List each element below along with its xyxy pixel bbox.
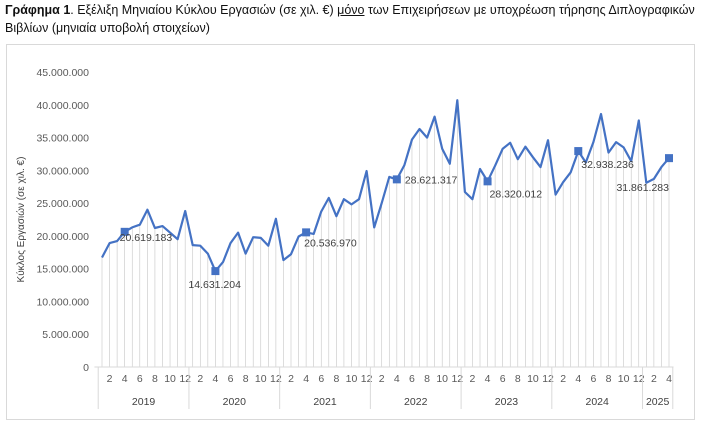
x-tick-label: 4 bbox=[122, 373, 128, 385]
data-marker bbox=[665, 154, 673, 163]
y-tick-label: 45.000.000 bbox=[36, 67, 89, 79]
x-tick-label: 4 bbox=[666, 373, 672, 385]
year-label: 2024 bbox=[586, 396, 610, 408]
year-label: 2020 bbox=[223, 396, 247, 408]
caption-text-2: των Επιχειρήσεων με υποχρέωση τήρησης Δι… bbox=[5, 3, 695, 35]
x-tick-label: 12 bbox=[633, 373, 645, 385]
y-tick-label: 30.000.000 bbox=[36, 165, 89, 177]
x-tick-label: 2 bbox=[197, 373, 203, 385]
chart-caption: Γράφημα 1. Εξέλιξη Μηνιαίου Κύκλου Εργασ… bbox=[5, 1, 695, 37]
data-marker bbox=[302, 228, 311, 237]
data-marker bbox=[392, 175, 401, 184]
x-tick-label: 6 bbox=[318, 373, 324, 385]
year-label: 2025 bbox=[646, 396, 670, 408]
x-tick-label: 2 bbox=[379, 373, 385, 385]
x-tick-label: 2 bbox=[560, 373, 566, 385]
data-marker bbox=[120, 227, 129, 236]
data-marker bbox=[483, 177, 492, 186]
x-tick-label: 4 bbox=[303, 373, 309, 385]
x-tick-label: 10 bbox=[436, 373, 448, 385]
year-label: 2023 bbox=[495, 396, 519, 408]
x-tick-label: 6 bbox=[409, 373, 415, 385]
y-tick-label: 35.000.000 bbox=[36, 133, 89, 145]
y-tick-label: 40.000.000 bbox=[36, 100, 89, 112]
y-tick-label: 10.000.000 bbox=[36, 296, 89, 308]
year-label: 2021 bbox=[313, 396, 337, 408]
x-tick-label: 2 bbox=[288, 373, 294, 385]
x-tick-label: 4 bbox=[575, 373, 581, 385]
x-tick-label: 6 bbox=[137, 373, 143, 385]
x-tick-label: 8 bbox=[152, 373, 158, 385]
x-tick-label: 8 bbox=[243, 373, 249, 385]
x-tick-label: 10 bbox=[346, 373, 358, 385]
x-tick-label: 12 bbox=[361, 373, 373, 385]
x-tick-label: 10 bbox=[255, 373, 267, 385]
x-tick-label: 12 bbox=[270, 373, 282, 385]
caption-text-1: . Εξέλιξη Μηνιαίου Κύκλου Εργασιών (σε χ… bbox=[70, 3, 338, 17]
x-tick-label: 10 bbox=[618, 373, 630, 385]
x-tick-label: 4 bbox=[394, 373, 400, 385]
x-tick-label: 2 bbox=[651, 373, 657, 385]
series-line bbox=[101, 99, 670, 273]
data-label: 28.320.012 bbox=[490, 188, 543, 200]
x-tick-label: 8 bbox=[606, 373, 612, 385]
y-tick-label: 15.000.000 bbox=[36, 264, 89, 276]
y-tick-label: 20.000.000 bbox=[36, 231, 89, 243]
chart-area: Κύκλος Εργασιών (σε χιλ. €) 0 5.000.000 10.… bbox=[6, 44, 695, 420]
year-label: 2022 bbox=[404, 396, 428, 408]
x-tick-label: 6 bbox=[590, 373, 596, 385]
y-tick-label: 5.000.000 bbox=[42, 329, 89, 341]
data-marker bbox=[211, 267, 220, 276]
data-label: 20.619.183 bbox=[120, 232, 173, 244]
line-chart: Κύκλος Εργασιών (σε χιλ. €) 0 5.000.000 10.… bbox=[15, 67, 674, 409]
x-tick-label: 10 bbox=[164, 373, 176, 385]
data-marker bbox=[574, 147, 583, 156]
x-tick-label: 8 bbox=[515, 373, 521, 385]
x-tick-label: 6 bbox=[228, 373, 234, 385]
x-tick-label: 6 bbox=[500, 373, 506, 385]
data-label: 20.536.970 bbox=[304, 237, 357, 249]
x-tick-label: 4 bbox=[485, 373, 491, 385]
x-tick-label: 2 bbox=[470, 373, 476, 385]
x-tick-label: 12 bbox=[451, 373, 463, 385]
data-label: 31.861.283 bbox=[616, 182, 669, 194]
x-tick-label: 2 bbox=[107, 373, 113, 385]
data-label: 28.621.317 bbox=[405, 174, 458, 186]
data-label: 14.631.204 bbox=[188, 279, 241, 291]
x-tick-label: 8 bbox=[333, 373, 339, 385]
y-tick-label: 25.000.000 bbox=[36, 198, 89, 210]
x-tick-label: 4 bbox=[212, 373, 218, 385]
x-tick-label: 12 bbox=[542, 373, 554, 385]
year-label: 2019 bbox=[132, 396, 156, 408]
data-label: 32.938.236 bbox=[581, 159, 634, 171]
y-axis-title: Κύκλος Εργασιών (σε χιλ. €) bbox=[15, 157, 27, 283]
caption-emphasis: μόνο bbox=[337, 3, 365, 17]
x-tick-label: 10 bbox=[527, 373, 539, 385]
y-tick-label: 0 bbox=[83, 362, 89, 374]
x-tick-label: 8 bbox=[424, 373, 430, 385]
caption-prefix: Γράφημα 1 bbox=[5, 3, 71, 17]
x-tick-label: 12 bbox=[179, 373, 191, 385]
